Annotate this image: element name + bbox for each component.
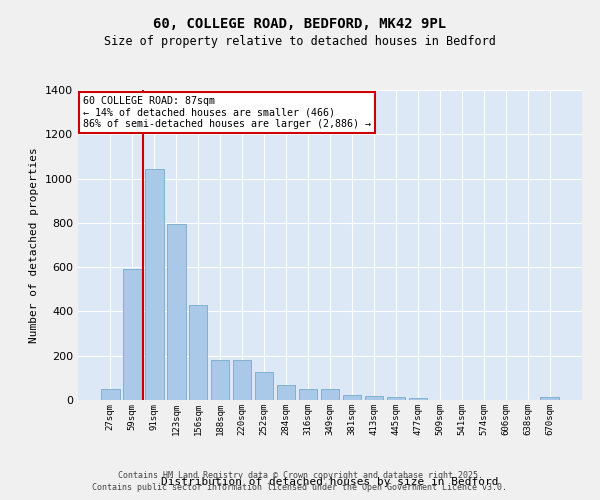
Bar — [233, 360, 251, 400]
Bar — [320, 389, 340, 400]
Y-axis label: Number of detached properties: Number of detached properties — [29, 147, 40, 343]
Bar — [189, 305, 208, 400]
Text: Contains HM Land Registry data © Crown copyright and database right 2025.
Contai: Contains HM Land Registry data © Crown c… — [92, 471, 508, 492]
Bar — [123, 270, 142, 400]
Text: 60 COLLEGE ROAD: 87sqm
← 14% of detached houses are smaller (466)
86% of semi-de: 60 COLLEGE ROAD: 87sqm ← 14% of detached… — [83, 96, 371, 130]
Bar — [145, 168, 164, 400]
Bar — [299, 389, 317, 400]
Bar — [167, 224, 185, 400]
Text: 60, COLLEGE ROAD, BEDFORD, MK42 9PL: 60, COLLEGE ROAD, BEDFORD, MK42 9PL — [154, 18, 446, 32]
Bar — [277, 384, 295, 400]
Bar — [409, 398, 427, 400]
Bar — [101, 389, 119, 400]
Bar — [211, 360, 229, 400]
Bar — [255, 372, 274, 400]
Bar — [343, 395, 361, 400]
Bar — [386, 396, 405, 400]
X-axis label: Distribution of detached houses by size in Bedford: Distribution of detached houses by size … — [161, 476, 499, 486]
Text: Size of property relative to detached houses in Bedford: Size of property relative to detached ho… — [104, 35, 496, 48]
Bar — [365, 396, 383, 400]
Bar — [541, 396, 559, 400]
